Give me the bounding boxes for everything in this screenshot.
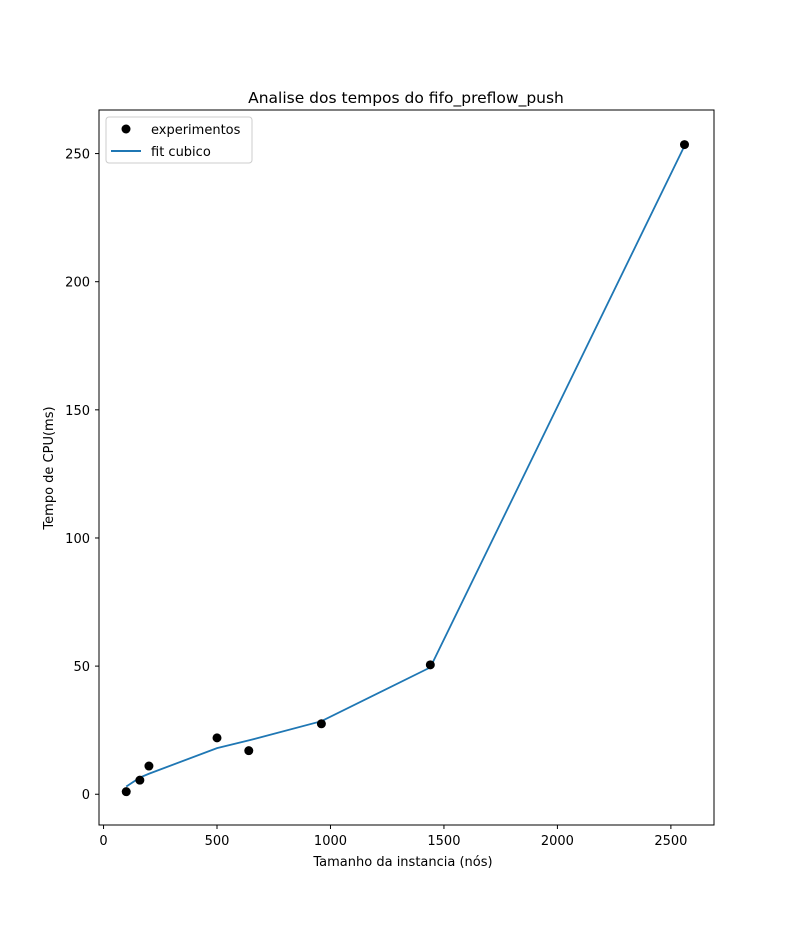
experiment-point xyxy=(244,746,254,756)
y-tick-label: 150 xyxy=(65,404,90,419)
x-axis-ticks: 0 500 1000 1500 2000 2500 xyxy=(99,825,687,849)
y-axis-label: Tempo de CPU(ms) xyxy=(42,406,57,530)
chart-title: Analise dos tempos do fifo_preflow_push xyxy=(248,89,564,108)
x-tick-label: 1000 xyxy=(314,834,347,849)
experiment-point xyxy=(680,140,689,150)
experiment-point xyxy=(144,761,154,771)
legend-label-experimentos: experimentos xyxy=(151,123,241,138)
experiment-point xyxy=(316,719,326,729)
y-tick-label: 250 xyxy=(65,148,90,163)
plot-frame xyxy=(98,109,715,826)
experiment-point xyxy=(135,775,145,785)
x-tick-label: 500 xyxy=(205,834,230,849)
experiment-point xyxy=(212,733,222,743)
y-tick-label: 200 xyxy=(65,276,90,291)
x-axis-label: Tamanho da instancia (nós) xyxy=(312,855,492,870)
y-axis-ticks: 0 50 100 150 200 250 xyxy=(65,148,99,803)
y-tick-label: 0 xyxy=(82,788,90,803)
legend: experimentos fit cubico xyxy=(105,116,253,164)
x-tick-label: 1500 xyxy=(427,834,460,849)
legend-box xyxy=(105,116,253,164)
x-tick-label: 2500 xyxy=(654,834,687,849)
legend-marker-experimentos xyxy=(121,124,131,134)
x-tick-label: 0 xyxy=(99,834,107,849)
experiment-point xyxy=(121,787,131,797)
legend-label-fit-cubico: fit cubico xyxy=(151,145,211,160)
x-tick-label: 2000 xyxy=(541,834,574,849)
y-tick-label: 50 xyxy=(73,660,90,675)
plot-area xyxy=(98,109,715,826)
experiment-point xyxy=(425,660,435,670)
y-tick-label: 100 xyxy=(65,532,90,547)
experiment-points-layer xyxy=(121,140,689,797)
